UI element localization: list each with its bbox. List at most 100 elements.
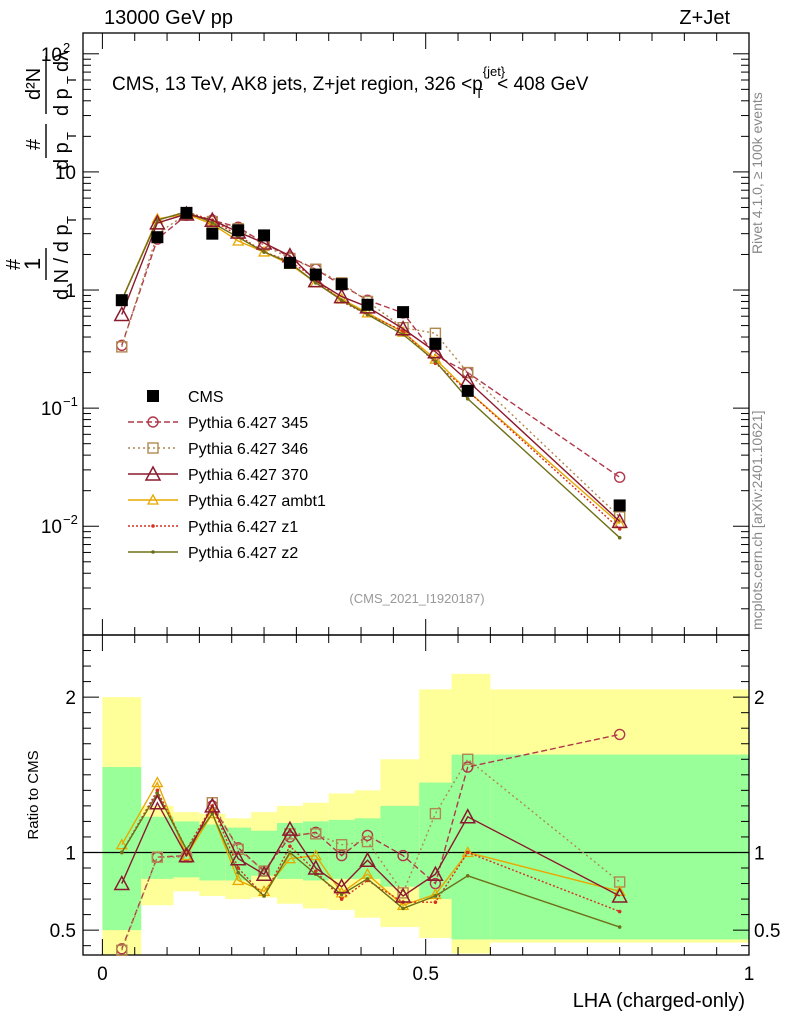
- ratio-x-tick-label: 1: [744, 964, 755, 985]
- p346-point: [462, 753, 474, 765]
- p346-point: [429, 807, 442, 820]
- ambt1-point: [115, 838, 128, 850]
- z1-point: [151, 524, 155, 528]
- z2-point: [339, 298, 344, 302]
- svg-text:1: 1: [20, 258, 45, 270]
- z2-point: [401, 906, 405, 911]
- ratio-y-tick-label-right: 0.5: [754, 921, 780, 942]
- z2-point: [339, 892, 344, 897]
- cms-data-point: [461, 384, 474, 397]
- p370-point: [359, 851, 376, 867]
- legend-item-z1: Pythia 6.427 z1: [128, 519, 298, 536]
- z2-line: [121, 210, 621, 539]
- z2-point: [236, 870, 240, 875]
- z1-point: [339, 897, 344, 901]
- legend-label: Pythia 6.427 370: [188, 467, 308, 484]
- z1-point: [288, 844, 292, 849]
- z1-point: [617, 909, 622, 914]
- svg-text:T: T: [64, 216, 79, 224]
- p346-ratio-line: [121, 758, 621, 951]
- ratio-y-tick-label: 2: [65, 688, 76, 709]
- main-y-tick-exponent: −2: [63, 512, 78, 527]
- ratio-x-tick-label: 0: [97, 964, 108, 985]
- p370-point: [255, 865, 273, 881]
- z2-point: [617, 535, 622, 540]
- z2-point: [365, 877, 370, 881]
- cms-data-point: [115, 294, 128, 307]
- cms-data-point: [613, 499, 626, 512]
- cms-data-point: [361, 298, 374, 311]
- p346-line: [121, 213, 621, 518]
- p346-point: [116, 944, 128, 957]
- ratio-frame: [82, 634, 750, 956]
- p345-point: [335, 849, 348, 862]
- rivet-version-label: Rivet 4.1.0, ≥ 100k events: [749, 92, 765, 254]
- p370-point: [144, 465, 162, 481]
- p370-point: [611, 887, 628, 903]
- svg-text:dλ: dλ: [51, 51, 73, 72]
- ambt1-point: [146, 493, 160, 505]
- z2-point: [465, 873, 470, 878]
- inner-band-bin: [141, 816, 174, 879]
- x-axis-label: LHA (charged-only): [573, 990, 745, 1012]
- z2-point: [155, 791, 160, 796]
- z2-point: [210, 221, 215, 225]
- p345-point: [361, 829, 374, 842]
- ratio-uncertainty-bands: [102, 673, 749, 955]
- main-y-axis-label: 1 d N / d p T # # d p T d²N d p T dλ: [3, 51, 79, 300]
- svg-text:#: #: [3, 258, 25, 270]
- legend-item-p345: Pythia 6.427 345: [128, 415, 308, 432]
- p345-point: [397, 849, 409, 862]
- ambt1-point: [232, 234, 245, 246]
- ratio-y-axis-label: Ratio to CMS: [25, 750, 42, 839]
- p370-point: [459, 808, 476, 824]
- p346-point: [310, 828, 322, 840]
- cms-data-point: [232, 224, 245, 237]
- main-y-tick-exponent: 2: [63, 40, 70, 55]
- p346-point: [462, 366, 474, 379]
- p345-point: [147, 416, 159, 428]
- p345-point: [613, 728, 626, 741]
- z2-point: [262, 250, 266, 254]
- z2-series: [119, 209, 622, 540]
- cms-series: [115, 206, 626, 512]
- p346-point: [429, 327, 442, 340]
- legend-item-p370: Pythia 6.427 370: [128, 465, 308, 484]
- p370-point: [113, 874, 131, 891]
- main-series-group: [113, 205, 628, 540]
- legend-label: Pythia 6.427 345: [188, 415, 308, 432]
- p370-point: [204, 797, 221, 813]
- p370-point: [281, 820, 299, 836]
- p346-point: [335, 839, 348, 851]
- svg-text:T: T: [64, 132, 79, 140]
- z2-point: [617, 925, 622, 929]
- ambt1-point: [232, 874, 245, 886]
- cms-data-point: [309, 268, 322, 281]
- legend-label: Pythia 6.427 346: [188, 441, 308, 458]
- process-label: Z+Jet: [679, 7, 730, 29]
- z2-point: [433, 359, 438, 363]
- z2-point: [465, 396, 470, 401]
- main-y-tick-label: 1: [65, 281, 76, 302]
- p346-point: [147, 442, 159, 454]
- p370-point: [149, 214, 166, 230]
- p370-point: [307, 859, 325, 875]
- p370-point: [255, 234, 273, 250]
- main-y-tick-label: 10: [41, 399, 62, 420]
- p370-point: [149, 794, 166, 810]
- p345-line: [121, 214, 621, 478]
- ratio-y-tick-label-right: 2: [754, 688, 765, 709]
- legend-item-z2: Pythia 6.427 z2: [128, 545, 298, 562]
- main-y-tick-label: 10: [41, 517, 62, 538]
- cms-data-point: [283, 256, 296, 269]
- p370-point: [113, 305, 131, 322]
- ambt1-point: [283, 852, 297, 864]
- p346-point: [116, 341, 128, 353]
- legend-label: Pythia 6.427 z2: [188, 545, 298, 562]
- z2-point: [262, 894, 266, 898]
- legend-label: Pythia 6.427 ambt1: [188, 493, 326, 510]
- svg-text:d²N: d²N: [23, 68, 45, 100]
- legend-label: Pythia 6.427 z1: [188, 519, 298, 536]
- cms-data-point: [335, 278, 348, 291]
